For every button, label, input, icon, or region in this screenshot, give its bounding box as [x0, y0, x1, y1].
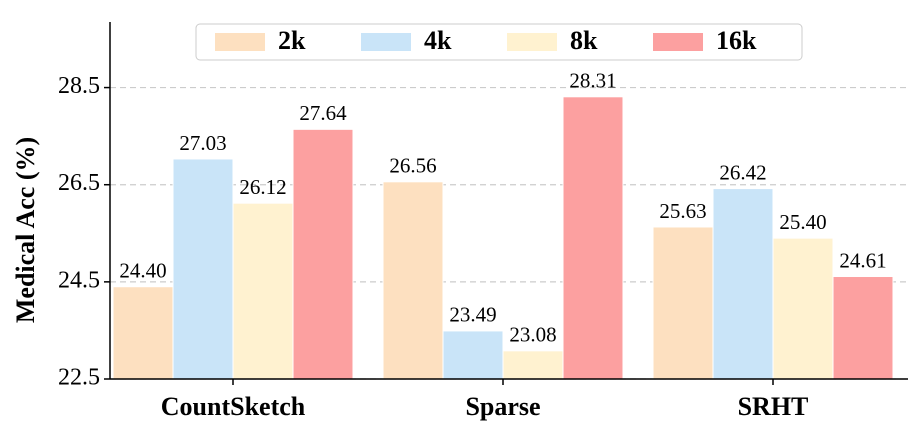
legend-swatch — [653, 33, 703, 51]
value-label: 24.61 — [839, 248, 886, 272]
y-tick-label: 28.5 — [58, 73, 100, 99]
bar — [832, 276, 894, 380]
bar — [232, 202, 294, 380]
x-tick-label: SRHT — [738, 392, 809, 421]
bar — [292, 128, 354, 380]
bar — [712, 188, 774, 380]
y-axis-label: Medical Acc (%) — [11, 137, 40, 323]
bar — [562, 96, 624, 380]
value-label: 23.08 — [509, 323, 556, 347]
legend-swatch — [215, 33, 265, 51]
legend-swatch — [361, 33, 411, 51]
legend-box — [195, 23, 803, 61]
legend-swatch — [507, 33, 557, 51]
legend-label: 8k — [570, 26, 598, 55]
bar — [502, 350, 564, 380]
legend-label: 4k — [424, 26, 452, 55]
legend-label: 2k — [278, 26, 306, 55]
value-label: 28.31 — [569, 69, 616, 93]
bar — [172, 158, 234, 380]
y-tick-label: 26.5 — [58, 170, 100, 196]
value-label: 25.63 — [659, 199, 706, 223]
x-tick-label: Sparse — [465, 392, 540, 421]
legend-label: 16k — [716, 26, 757, 55]
y-tick-label: 22.5 — [58, 365, 100, 391]
value-label: 23.49 — [449, 303, 496, 327]
bar — [112, 286, 174, 380]
x-tick-label: CountSketch — [161, 392, 306, 421]
bar — [442, 330, 504, 380]
value-label: 27.03 — [179, 131, 226, 155]
value-label: 25.40 — [779, 210, 826, 234]
value-label: 26.42 — [719, 160, 766, 184]
value-label: 24.40 — [119, 259, 166, 283]
y-tick-label: 24.5 — [58, 267, 100, 293]
value-label: 26.12 — [239, 175, 286, 199]
value-label: 26.56 — [389, 154, 436, 178]
bar — [382, 181, 444, 380]
value-label: 27.64 — [299, 101, 347, 125]
bar — [772, 237, 834, 380]
bar — [652, 226, 714, 380]
